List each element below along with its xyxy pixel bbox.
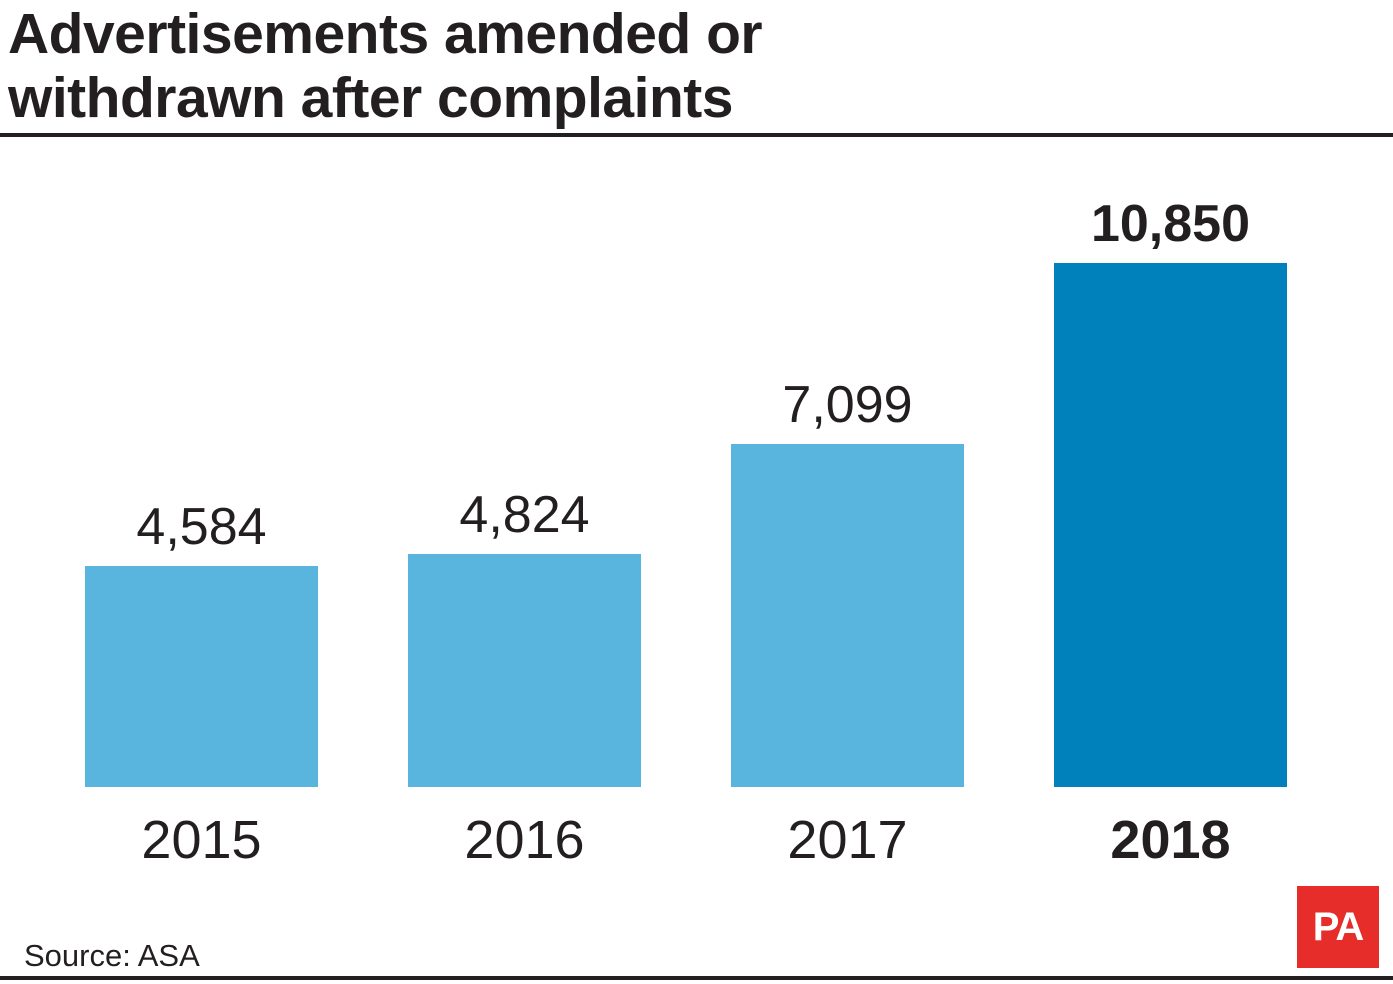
pa-logo: PA [1297, 886, 1379, 968]
bottom-divider [0, 976, 1393, 980]
value-label-2018: 10,850 [1091, 195, 1250, 253]
value-label-2017: 7,099 [782, 376, 912, 434]
source-note: Source: ASA [24, 938, 200, 973]
value-label-2016: 4,824 [459, 486, 589, 544]
category-label-2015: 2015 [141, 810, 261, 870]
bar-2016 [408, 554, 641, 787]
bar-2018 [1054, 263, 1287, 787]
bar-chart: 4,584 2015 4,824 2016 7,099 2017 10,850 2018 [85, 195, 1287, 870]
bar-2017 [731, 444, 964, 787]
category-label-2018: 2018 [1110, 810, 1230, 870]
category-label-2017: 2017 [787, 810, 907, 870]
category-label-2016: 2016 [464, 810, 584, 870]
chart-title: Advertisements amended or withdrawn afte… [8, 2, 1308, 130]
title-divider [0, 133, 1393, 137]
bar-2015 [85, 566, 318, 787]
chart-title-line-2: withdrawn after complaints [8, 66, 733, 130]
chart-title-line-1: Advertisements amended or [8, 2, 763, 66]
value-label-2015: 4,584 [136, 498, 266, 556]
